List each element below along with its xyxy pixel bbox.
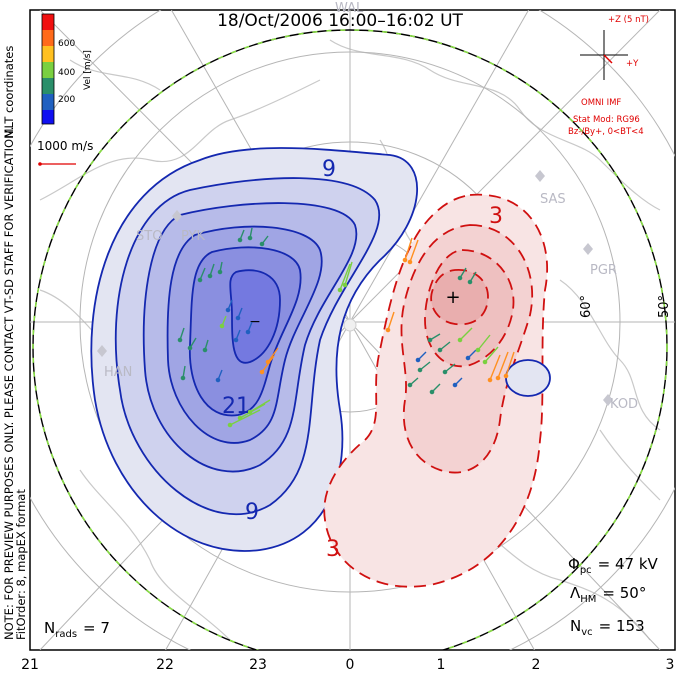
colorbar-label: Vel [m/s] [83,50,93,90]
mlt-label-21: 21 [21,657,39,673]
latitude-label-60: 60° [579,295,594,318]
mlt-label-2: 2 [532,657,541,673]
imf-y-label: +Y [626,59,639,69]
mlt-label-1: 1 [437,657,446,673]
preview-notice: NOTE: FOR PREVIEW PURPOSES ONLY. PLEASE … [2,127,16,640]
stat-phi-pc: Φpc = 47 kV [568,555,659,576]
colorbar-tick-400: 400 [58,68,75,78]
stat-model-line2: Bz-/By+, 0<BT<4 [568,127,644,137]
station-labels: STO PYK HAN SAS PGR KOD WAL [104,1,638,412]
imf-panel: +Z (5 nT) +Y OMNI IMF Stat Mod: RG96 Bz-… [568,15,649,137]
station-label-pyk: PYK [181,229,205,244]
positive-convection-cell [323,193,549,588]
potential-minimum-marker: − [249,314,261,330]
contour-labels: 9 21 9 3 3 [222,157,503,562]
contour-label-bottom: 9 [245,500,259,525]
colorbar-tick-600: 600 [58,39,75,49]
velocity-colorbar: 600 400 200 Vel [m/s] [41,13,93,125]
imf-source: OMNI IMF [581,98,621,108]
potential-maximum-marker: + [445,287,460,308]
station-label-sas: SAS [540,192,566,207]
velocity-vectors [177,227,515,428]
station-label-pgr: PGR [590,263,617,278]
scale-vector-origin [38,162,42,166]
map-statistics: Φpc = 47 kV ΛHM = 50° Nvc = 153 Nrads = 7 [44,555,659,640]
mlt-label-23: 23 [249,657,267,673]
mlt-label-22: 22 [156,657,174,673]
station-label-sto: STO [136,229,162,244]
stat-n-rads: Nrads = 7 [44,619,110,640]
mlt-label-3: 3 [666,657,675,673]
colorbar-tick-200: 200 [58,95,75,105]
hm-boundary-dashes [32,29,668,650]
contour-label-positive-bottom: 3 [326,537,340,562]
station-markers [97,170,613,406]
coord-system-label: MLT coordinates [2,46,16,139]
station-label-wal: WAL [335,1,364,16]
latitude-label-50: 50° [657,295,672,318]
map-title: 18/Oct/2006 16:00–16:02 UT [217,11,463,31]
imf-z-label: +Z (5 nT) [608,15,649,25]
station-label-kod: KOD [610,397,638,412]
contour-label-positive-top: 3 [489,204,503,229]
scale-vector-label: 1000 m/s [37,139,93,153]
stat-n-vc: Nvc = 153 [570,617,645,638]
negative-convection-cell [90,147,419,552]
stat-model-line1: Stat Mod: RG96 [573,115,640,125]
mlt-axis: 21 22 23 0 1 2 3 [21,657,674,673]
contour-label-inner: 21 [222,394,250,419]
small-negative-contour [505,359,551,397]
station-label-han: HAN [104,365,132,380]
contour-label-top: 9 [322,157,336,182]
imf-clock-vector [603,54,613,64]
stat-lambda-hm: ΛHM = 50° [570,584,646,605]
fit-info: FitOrder: 8, mapEX format [14,489,28,640]
mlt-label-0: 0 [346,657,355,673]
